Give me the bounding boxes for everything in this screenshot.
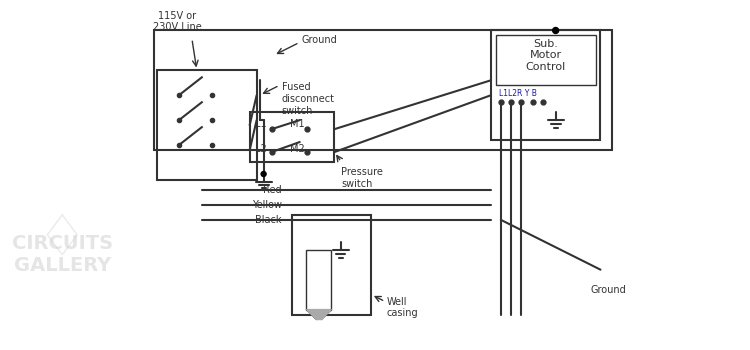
Text: Red: Red: [263, 185, 281, 195]
Text: L1: L1: [255, 119, 266, 129]
Text: Black: Black: [255, 215, 281, 225]
Text: CIRCUITS
GALLERY: CIRCUITS GALLERY: [12, 234, 112, 275]
Text: L1L2R Y B: L1L2R Y B: [499, 89, 537, 98]
Text: Pressure
switch: Pressure switch: [341, 167, 383, 189]
Circle shape: [553, 28, 559, 34]
Bar: [490, 30, 601, 140]
Bar: [307, 250, 332, 309]
Bar: [157, 70, 256, 180]
Bar: [250, 112, 334, 162]
Text: M2: M2: [290, 144, 304, 154]
Text: Fused
disconnect
switch: Fused disconnect switch: [281, 82, 334, 116]
Text: Sub.
Motor
Control: Sub. Motor Control: [526, 39, 566, 72]
Bar: [496, 35, 596, 85]
Text: Yellow: Yellow: [251, 200, 281, 210]
Text: Ground: Ground: [590, 285, 626, 295]
Text: Well
casing: Well casing: [386, 297, 418, 319]
Text: 115V or
230V Line: 115V or 230V Line: [152, 11, 201, 33]
Circle shape: [261, 172, 266, 176]
Text: M1: M1: [290, 119, 304, 129]
Bar: [154, 30, 613, 150]
Text: L2: L2: [255, 144, 266, 154]
Polygon shape: [307, 309, 332, 320]
Bar: [292, 215, 371, 315]
Text: Ground: Ground: [302, 35, 338, 46]
